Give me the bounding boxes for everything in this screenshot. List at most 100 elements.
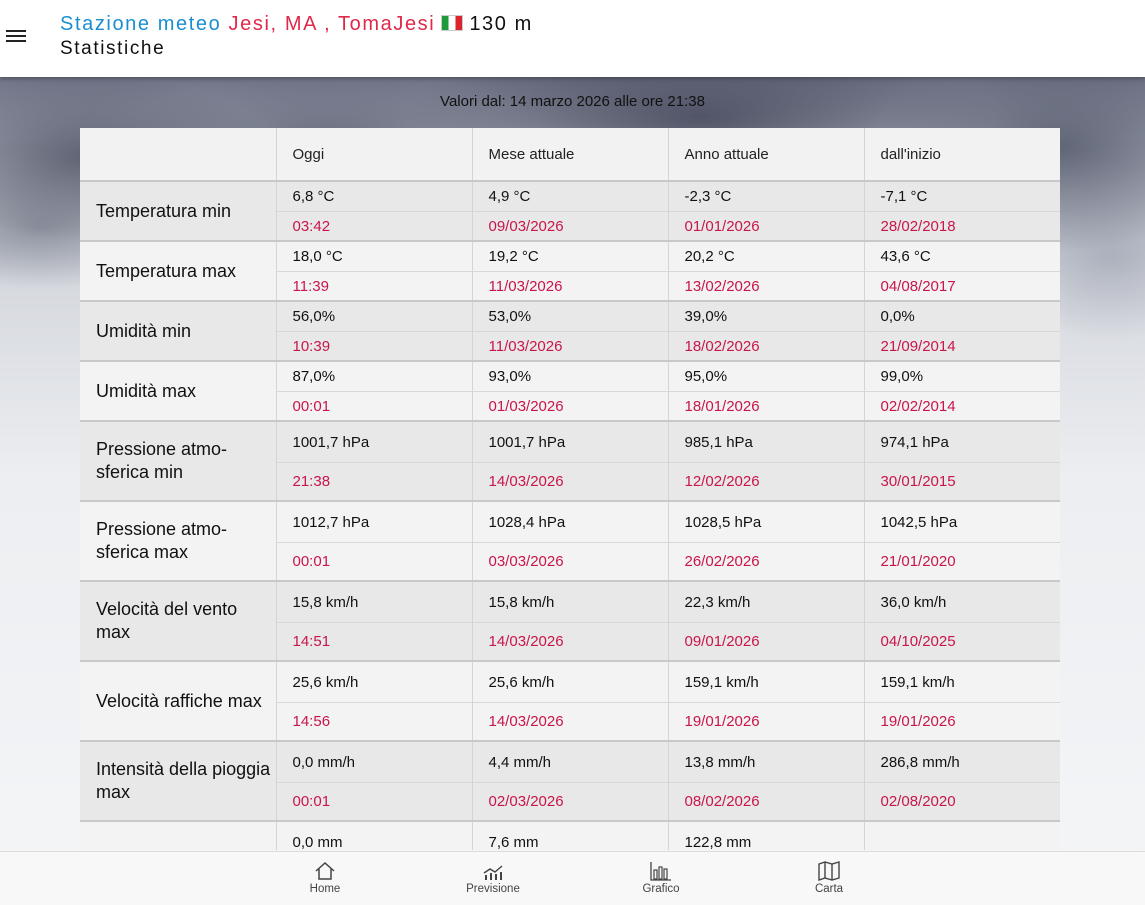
row-label: Umidità max	[80, 361, 276, 422]
table-row-dates: 00:01 01/03/2026 18/01/2026 02/02/2014	[80, 391, 1060, 422]
table-row-dates: 21:38 14/03/2026 12/02/2026 30/01/2015	[80, 462, 1060, 502]
table-row: Umidità min 56,0% 53,0% 39,0% 0,0%	[80, 301, 1060, 362]
row-label: Pressione atmo-sferica max	[80, 501, 276, 582]
table-header-since-start: dall'inizio	[863, 128, 1060, 182]
stat-value: 1028,4 hPa	[471, 501, 668, 543]
table-row: Velocità raffiche max 25,6 km/h 25,6 km/h 1…	[80, 661, 1060, 742]
page-subtitle: Statistiche	[60, 38, 166, 59]
stat-date: 11:39	[275, 271, 472, 302]
nav-home[interactable]: Home	[275, 861, 375, 895]
stat-date: 26/02/2026	[667, 542, 864, 582]
stat-date: 09/01/2026	[667, 622, 864, 662]
nav-carta-label: Carta	[814, 883, 844, 895]
statistics-table: Oggi Mese attuale Anno attuale dall'iniz…	[80, 128, 1060, 850]
stat-date: 10:39	[275, 331, 472, 362]
table-row-dates: 10:39 11/03/2026 18/02/2026 21/09/2014	[80, 331, 1060, 362]
row-label: Pressione atmo-sferica min	[80, 421, 276, 502]
stat-date: 00:01	[275, 391, 472, 422]
table-header-year: Anno attuale	[667, 128, 864, 182]
stat-date: 18/01/2026	[667, 391, 864, 422]
stat-value: 20,2 °C	[667, 241, 864, 272]
stat-value: 1028,5 hPa	[667, 501, 864, 543]
table-row: Temperatura max 18,0 °C 19,2 °C 20,2 °C 43,6…	[80, 241, 1060, 302]
stat-value: 99,0%	[863, 361, 1060, 392]
stat-value: 122,8 mm	[667, 821, 864, 850]
stat-value: 286,8 mm/h	[863, 741, 1060, 783]
stat-value: 1042,5 hPa	[863, 501, 1060, 543]
bottom-navigation: Home Previsione Grafico Carta	[0, 851, 1145, 905]
stat-date: 04/08/2017	[863, 271, 1060, 302]
row-label: Velocità del vento max	[80, 581, 276, 662]
stat-date: 00:01	[275, 542, 472, 582]
stat-value: 1001,7 hPa	[275, 421, 472, 463]
nav-previsione[interactable]: Previsione	[443, 861, 543, 895]
stat-date: 14:51	[275, 622, 472, 662]
table-row: Temperatura min 6,8 °C 4,9 °C -2,3 °C -7,1 °…	[80, 181, 1060, 242]
table-row: Pressione atmo-sferica min 1001,7 hPa 1001…	[80, 421, 1060, 502]
home-icon	[315, 861, 335, 880]
statistics-table-container[interactable]: Oggi Mese attuale Anno attuale dall'iniz…	[80, 128, 1060, 850]
stat-date: 12/02/2026	[667, 462, 864, 502]
stat-value: 4,4 mm/h	[471, 741, 668, 783]
table-header-today: Oggi	[275, 128, 472, 182]
stat-date: 04/10/2025	[863, 622, 1060, 662]
station-altitude: 130 m	[469, 13, 533, 35]
stat-value: 36,0 km/h	[863, 581, 1060, 623]
stat-value: 18,0 °C	[275, 241, 472, 272]
stat-date: 13/02/2026	[667, 271, 864, 302]
nav-carta[interactable]: Carta	[779, 861, 879, 895]
stat-date: 01/03/2026	[471, 391, 668, 422]
stat-value: 13,8 mm/h	[667, 741, 864, 783]
stat-value: 25,6 km/h	[471, 661, 668, 703]
stat-value: 6,8 °C	[275, 181, 472, 212]
row-label: Umidità min	[80, 301, 276, 362]
stat-value	[863, 821, 1060, 850]
stat-value: 1001,7 hPa	[471, 421, 668, 463]
stat-value: 974,1 hPa	[863, 421, 1060, 463]
nav-grafico[interactable]: Grafico	[611, 861, 711, 895]
stat-value: 87,0%	[275, 361, 472, 392]
stat-value: 159,1 km/h	[863, 661, 1060, 703]
table-row-dates: 11:39 11/03/2026 13/02/2026 04/08/2017	[80, 271, 1060, 302]
values-since-text: Valori dal: 14 marzo 2026 alle ore 21:38	[440, 93, 705, 110]
row-label: Velocità raffiche max	[80, 661, 276, 742]
station-title: Stazione meteo Jesi, MA , TomaJesi 130 m	[60, 13, 533, 36]
stat-value: 39,0%	[667, 301, 864, 332]
table-row-dates: 00:01 02/03/2026 08/02/2026 02/08/2020	[80, 782, 1060, 822]
stat-date: 18/02/2026	[667, 331, 864, 362]
table-row: Intensità della pioggia max 0,0 mm/h 4,4 m…	[80, 741, 1060, 822]
table-row: Umidità max 87,0% 93,0% 95,0% 99,0%	[80, 361, 1060, 422]
stat-date: 21:38	[275, 462, 472, 502]
stat-date: 30/01/2015	[863, 462, 1060, 502]
italy-flag-icon	[441, 15, 464, 31]
stat-date: 09/03/2026	[471, 211, 668, 242]
stat-date: 02/03/2026	[471, 782, 668, 822]
stat-date: 14/03/2026	[471, 622, 668, 662]
stat-date: 11/03/2026	[471, 331, 668, 362]
table-row: Velocità del vento max 15,8 km/h 15,8 km/h…	[80, 581, 1060, 662]
stat-date: 03/03/2026	[471, 542, 668, 582]
bar-chart-icon	[650, 862, 671, 881]
stat-date: 21/09/2014	[863, 331, 1060, 362]
stat-value: 159,1 km/h	[667, 661, 864, 703]
stat-date: 19/01/2026	[667, 702, 864, 742]
stat-date: 02/02/2014	[863, 391, 1060, 422]
stat-value: 15,8 km/h	[471, 581, 668, 623]
title-prefix: Stazione meteo	[60, 13, 222, 35]
table-header-empty	[80, 128, 276, 182]
nav-grafico-label: Grafico	[642, 883, 680, 895]
table-row-dates: 00:01 03/03/2026 26/02/2026 21/01/2020	[80, 542, 1060, 582]
map-icon	[818, 861, 840, 881]
hamburger-menu-icon[interactable]	[6, 28, 26, 46]
stat-value: 95,0%	[667, 361, 864, 392]
stat-value: -7,1 °C	[863, 181, 1060, 212]
stat-date: 00:01	[275, 782, 472, 822]
row-label: Intensità della pioggia max	[80, 741, 276, 822]
stat-date: 21/01/2020	[863, 542, 1060, 582]
stat-date: 14/03/2026	[471, 702, 668, 742]
stat-date: 01/01/2026	[667, 211, 864, 242]
stat-date: 14:56	[275, 702, 472, 742]
stat-value: 0,0 mm	[275, 821, 472, 850]
row-label: Precipitazioni	[80, 821, 276, 850]
stat-date: 02/08/2020	[863, 782, 1060, 822]
